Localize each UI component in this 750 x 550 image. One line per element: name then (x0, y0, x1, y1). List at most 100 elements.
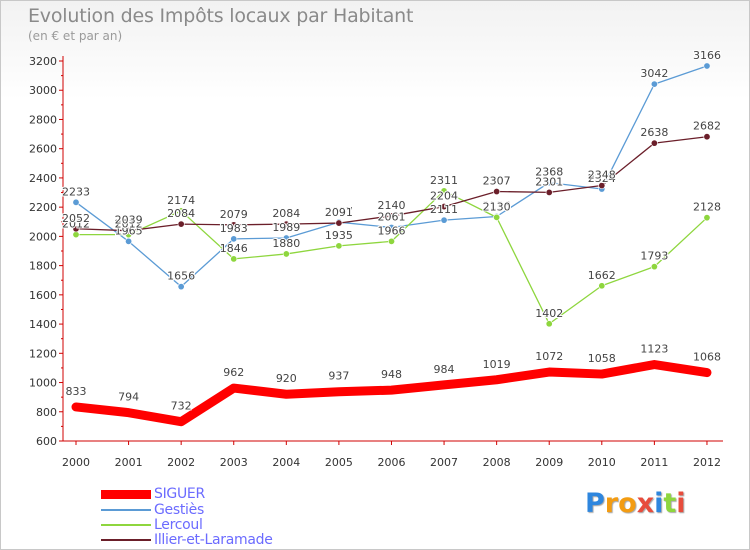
data-point (125, 227, 133, 235)
data-point (493, 213, 501, 221)
data-point (545, 179, 553, 187)
data-point (545, 320, 553, 328)
x-tick-label: 2010 (588, 456, 616, 469)
x-axis: 2000 2001 2002 2003 2004 2005 2006 2007 2008 2009… (62, 440, 723, 469)
y-tick-label: 2000 (29, 230, 57, 243)
chart-subtitle: (en € et par an) (28, 29, 123, 43)
data-label: 2638 (640, 126, 668, 139)
data-label: 2079 (220, 208, 248, 221)
data-point (177, 283, 185, 291)
legend-swatch (101, 509, 151, 511)
data-label: 1019 (483, 358, 511, 371)
y-tick-label: 600 (36, 435, 57, 448)
data-label: 1402 (535, 307, 563, 320)
x-tick-label: 2002 (167, 456, 195, 469)
data-point (230, 221, 238, 229)
data-label: 1068 (693, 351, 721, 364)
y-tick-label: 800 (36, 406, 57, 419)
data-label: 2084 (167, 207, 195, 220)
data-point (335, 219, 343, 227)
x-tick-label: 2007 (430, 456, 458, 469)
data-label: 833 (66, 385, 87, 398)
data-label: 948 (381, 368, 402, 381)
data-point (703, 62, 711, 70)
data-point (387, 212, 395, 220)
data-point (72, 225, 80, 233)
data-point (703, 133, 711, 141)
data-label: 1880 (272, 237, 300, 250)
data-label: 732 (171, 400, 192, 413)
data-point (650, 263, 658, 271)
data-point (598, 182, 606, 190)
data-label: 920 (276, 372, 297, 385)
data-label: 1072 (535, 350, 563, 363)
logo-letter: P (585, 488, 605, 519)
legend-swatch (101, 489, 151, 499)
legend-item: SIGUER (101, 486, 205, 502)
data-point (125, 237, 133, 245)
data-label: 1058 (588, 352, 616, 365)
data-label: 2130 (483, 200, 511, 213)
chart-title: Evolution des Impôts locaux par Habitant (28, 5, 414, 27)
x-tick-label: 2003 (220, 456, 248, 469)
data-label: 2324 (588, 172, 616, 185)
x-tick-label: 2006 (377, 456, 405, 469)
x-tick-label: 2009 (535, 456, 563, 469)
data-point (230, 235, 238, 243)
data-point (72, 231, 80, 239)
x-tick-label: 2001 (115, 456, 143, 469)
data-label: 2061 (377, 210, 405, 223)
data-point (230, 255, 238, 263)
y-tick-label: 1400 (29, 318, 57, 331)
data-point (282, 220, 290, 228)
data-label: 2307 (483, 175, 511, 188)
y-tick-label: 2200 (29, 201, 57, 214)
data-label: 1983 (220, 222, 248, 235)
series-layer (71, 62, 712, 427)
data-label: 2012 (62, 218, 90, 231)
data-label: 794 (118, 391, 139, 404)
data-label: 2140 (377, 199, 405, 212)
data-label: 984 (434, 363, 455, 376)
data-point (387, 223, 395, 231)
logo-letter: o (618, 488, 637, 519)
data-point (282, 250, 290, 258)
data-label: 2052 (62, 212, 90, 225)
data-label: 2348 (588, 169, 616, 182)
logo-letter: i (676, 488, 686, 519)
legend-label: Illier-et-Laramade (154, 532, 273, 548)
y-tick-label: 2400 (29, 172, 57, 185)
data-label: 2301 (535, 175, 563, 188)
data-label: 2039 (115, 214, 143, 227)
data-label-layer: 833 794 732 962 920 937 948 984 1019 1072 1058 1123… (61, 48, 722, 414)
data-point (650, 139, 658, 147)
data-label: 1966 (377, 224, 405, 237)
x-tick-label: 2005 (325, 456, 353, 469)
data-point (440, 203, 448, 211)
data-point (703, 214, 711, 222)
data-point (440, 187, 448, 195)
data-point (440, 216, 448, 224)
legend-label: Gestiès (154, 502, 204, 518)
data-label: 1846 (220, 242, 248, 255)
y-tick-label: 1800 (29, 260, 57, 273)
y-tick-label: 2800 (29, 113, 57, 126)
data-label: 2091 (325, 206, 353, 219)
x-tick-label: 2004 (272, 456, 300, 469)
data-label: 1662 (588, 269, 616, 282)
series-line-siguer (71, 360, 712, 427)
legend-label: SIGUER (154, 486, 205, 502)
y-tick-label: 3000 (29, 84, 57, 97)
data-point (545, 188, 553, 196)
legend-swatch (101, 524, 151, 526)
x-tick-label: 2012 (693, 456, 721, 469)
data-label: 1793 (640, 250, 668, 263)
data-label: 1935 (325, 229, 353, 242)
data-point (282, 234, 290, 242)
legend-label: Lercoul (154, 517, 203, 533)
data-label: 937 (328, 370, 349, 383)
logo-letter: i (654, 488, 664, 519)
data-label: 2233 (62, 185, 90, 198)
